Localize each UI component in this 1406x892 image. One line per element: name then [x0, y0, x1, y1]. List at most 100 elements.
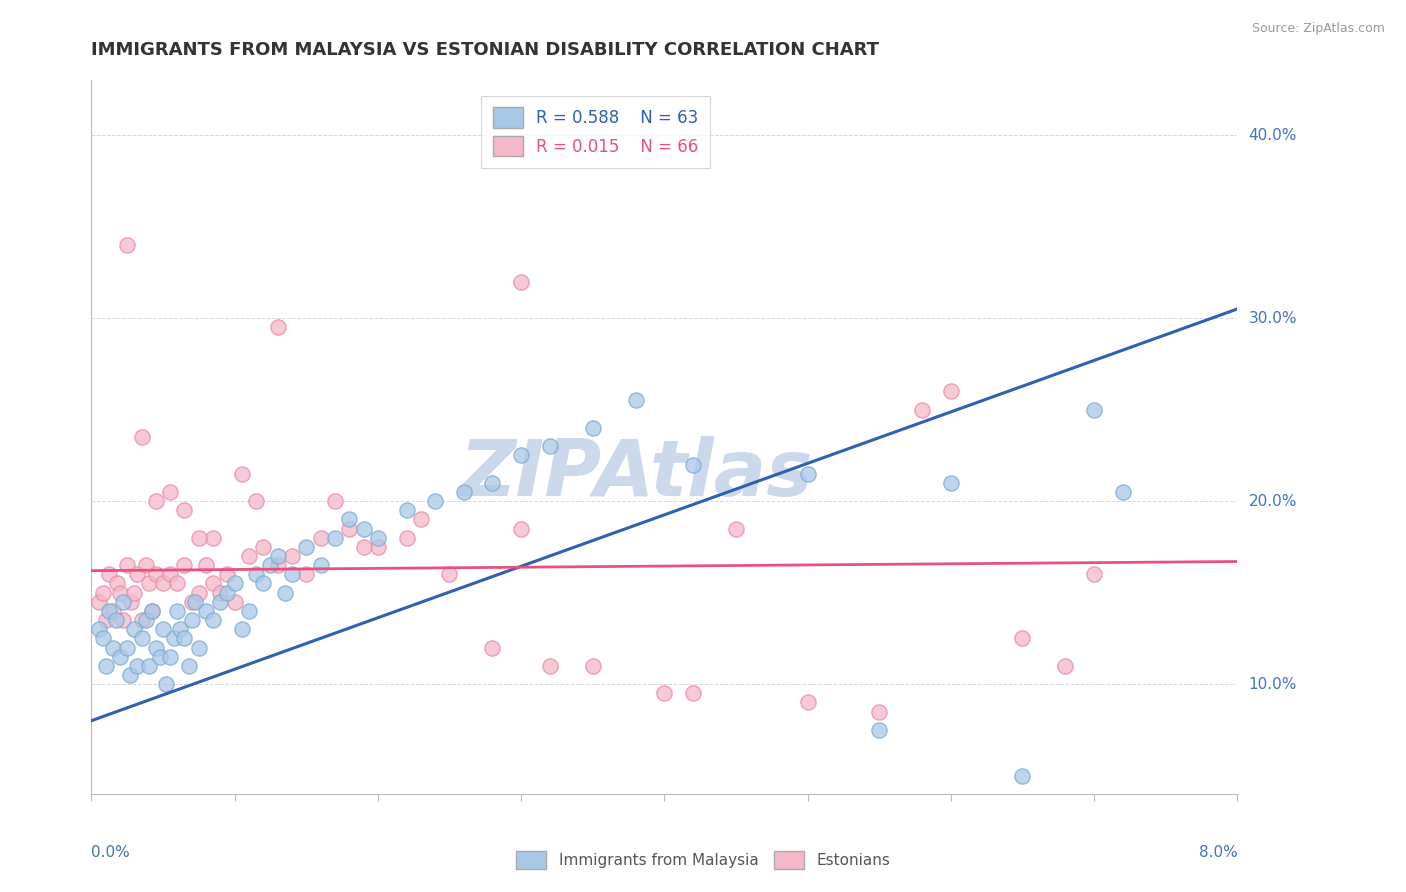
- Point: [1011, 768, 1033, 782]
- Point: [180, 595, 202, 609]
- Point: [131, 430, 153, 444]
- Point: [309, 531, 332, 545]
- Point: [353, 522, 375, 536]
- Point: [159, 567, 181, 582]
- Point: [217, 567, 239, 582]
- Point: [108, 649, 131, 664]
- Point: [259, 558, 281, 573]
- Point: [131, 632, 153, 646]
- Point: [187, 585, 209, 599]
- Text: 10.0%: 10.0%: [1249, 677, 1298, 691]
- Point: [423, 494, 446, 508]
- Point: [1111, 485, 1133, 500]
- Point: [169, 622, 191, 636]
- Point: [149, 649, 172, 664]
- Point: [111, 613, 134, 627]
- Point: [183, 595, 205, 609]
- Point: [121, 595, 143, 609]
- Point: [295, 540, 318, 554]
- Point: [538, 658, 561, 673]
- Point: [91, 632, 114, 646]
- Point: [337, 522, 360, 536]
- Point: [145, 494, 167, 508]
- Point: [939, 475, 962, 490]
- Point: [245, 494, 267, 508]
- Point: [281, 549, 304, 563]
- Point: [187, 531, 209, 545]
- Point: [274, 585, 297, 599]
- Point: [337, 512, 360, 526]
- Point: [120, 668, 142, 682]
- Point: [141, 604, 163, 618]
- Point: [538, 439, 561, 453]
- Point: [135, 613, 157, 627]
- Point: [202, 576, 225, 591]
- Point: [868, 723, 890, 737]
- Point: [97, 604, 120, 618]
- Point: [152, 622, 174, 636]
- Point: [105, 576, 128, 591]
- Point: [115, 558, 138, 573]
- Point: [138, 658, 160, 673]
- Point: [652, 686, 675, 700]
- Point: [323, 531, 346, 545]
- Point: [173, 632, 195, 646]
- Point: [138, 576, 160, 591]
- Point: [152, 576, 174, 591]
- Text: 30.0%: 30.0%: [1249, 310, 1298, 326]
- Point: [166, 576, 188, 591]
- Point: [245, 567, 267, 582]
- Point: [252, 540, 274, 554]
- Point: [224, 576, 246, 591]
- Legend: Immigrants from Malaysia, Estonians: Immigrants from Malaysia, Estonians: [509, 845, 897, 875]
- Point: [101, 604, 124, 618]
- Point: [202, 531, 225, 545]
- Point: [395, 503, 418, 517]
- Point: [104, 613, 127, 627]
- Point: [124, 585, 146, 599]
- Point: [582, 421, 605, 435]
- Text: Source: ZipAtlas.com: Source: ZipAtlas.com: [1251, 22, 1385, 36]
- Point: [194, 604, 217, 618]
- Text: ZIPAtlas: ZIPAtlas: [458, 435, 813, 512]
- Point: [202, 613, 225, 627]
- Text: 8.0%: 8.0%: [1198, 845, 1237, 860]
- Point: [163, 632, 186, 646]
- Point: [194, 558, 217, 573]
- Point: [724, 522, 747, 536]
- Point: [1083, 402, 1105, 417]
- Point: [309, 558, 332, 573]
- Point: [582, 658, 605, 673]
- Point: [868, 705, 890, 719]
- Point: [367, 531, 389, 545]
- Point: [510, 449, 533, 463]
- Point: [87, 622, 110, 636]
- Text: 0.0%: 0.0%: [91, 845, 131, 860]
- Point: [131, 613, 153, 627]
- Point: [353, 540, 375, 554]
- Point: [166, 604, 188, 618]
- Point: [145, 640, 167, 655]
- Point: [911, 402, 934, 417]
- Point: [173, 503, 195, 517]
- Point: [159, 485, 181, 500]
- Point: [295, 567, 318, 582]
- Point: [173, 558, 195, 573]
- Text: 20.0%: 20.0%: [1249, 493, 1298, 508]
- Point: [124, 622, 146, 636]
- Point: [439, 567, 461, 582]
- Point: [481, 475, 503, 490]
- Point: [624, 393, 647, 408]
- Point: [409, 512, 432, 526]
- Point: [1083, 567, 1105, 582]
- Point: [135, 558, 157, 573]
- Point: [682, 458, 704, 472]
- Point: [266, 558, 288, 573]
- Point: [159, 649, 181, 664]
- Point: [209, 595, 232, 609]
- Point: [94, 613, 117, 627]
- Point: [323, 494, 346, 508]
- Point: [1011, 632, 1033, 646]
- Point: [155, 677, 177, 691]
- Point: [127, 567, 149, 582]
